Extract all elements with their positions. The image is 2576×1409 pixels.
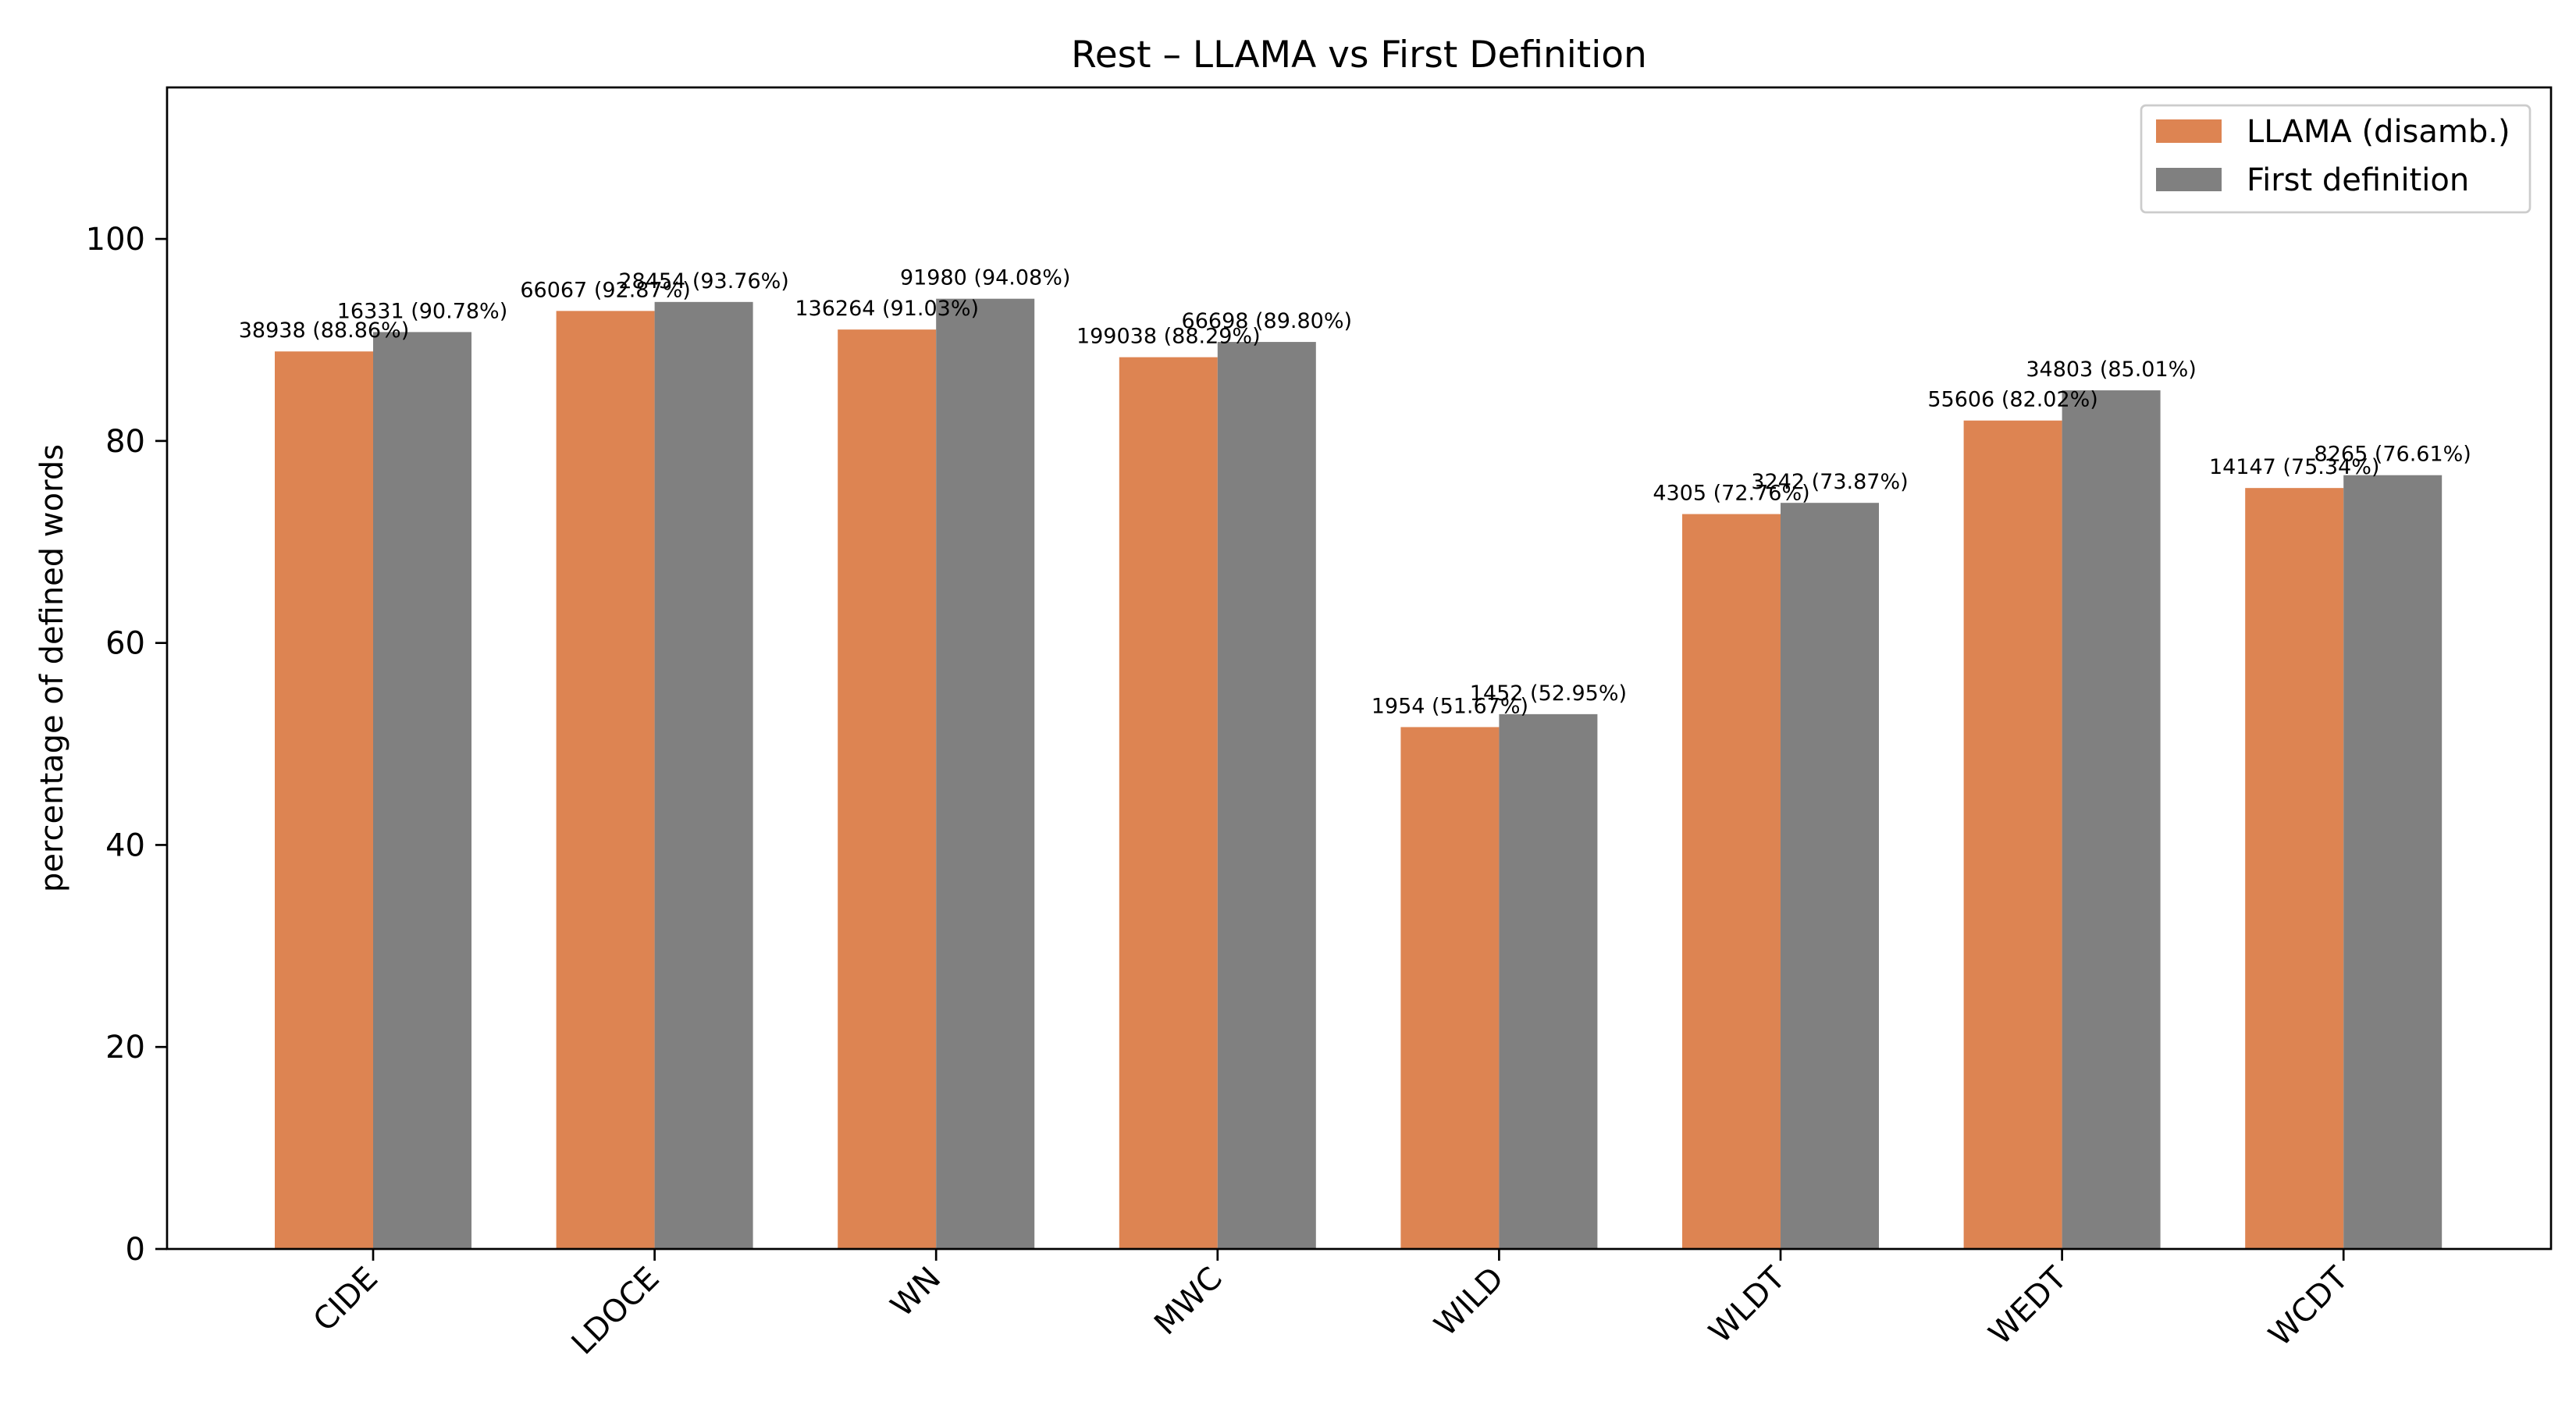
bar-value-label: 1954 (51.67%) [1372, 694, 1528, 718]
y-axis-label: percentage of defined words [34, 444, 70, 892]
bar-first-definition-wn [936, 298, 1035, 1249]
bar-llama-wedt [1963, 420, 2062, 1249]
bar-llama-cide [275, 351, 373, 1249]
bar-first-definition-mwc [1217, 342, 1316, 1249]
y-tick-label: 0 [126, 1232, 145, 1268]
bar-first-definition-wldt [1781, 503, 1879, 1249]
bar-value-label: 16331 (90.78%) [337, 299, 508, 323]
legend-swatch-first-definition [2156, 168, 2222, 191]
bar-value-label: 136264 (91.03%) [795, 297, 979, 321]
legend: LLAMA (disamb.) First definition [2140, 104, 2532, 214]
plot-frame [165, 86, 2553, 1251]
bar-llama-ldoce [556, 311, 655, 1249]
y-tick-label: 20 [105, 1030, 145, 1066]
bar-value-label: 28454 (93.76%) [618, 269, 789, 294]
bar-value-label: 55606 (82.02%) [1927, 388, 2098, 412]
bar-llama-mwc [1119, 357, 1218, 1249]
bars-layer [275, 298, 2443, 1249]
bar-first-definition-ldoce [654, 301, 753, 1249]
y-tick-label: 40 [105, 827, 145, 863]
bar-first-definition-wedt [2062, 390, 2161, 1249]
bar-llama-wild [1400, 727, 1500, 1249]
bar-value-label: 3242 (73.87%) [1751, 470, 1908, 494]
bar-first-definition-cide [373, 332, 471, 1249]
bar-value-label: 66698 (89.80%) [1182, 309, 1353, 333]
bar-value-label: 14147 (75.34%) [2209, 455, 2380, 479]
bar-value-label: 4305 (72.76%) [1653, 482, 1809, 506]
bar-value-label: 91980 (94.08%) [900, 266, 1071, 290]
bar-value-label: 1452 (52.95%) [1470, 681, 1627, 706]
bar-llama-wn [838, 329, 937, 1249]
chart-title: Rest – LLAMA vs First Definition [1071, 34, 1647, 76]
bar-llama-wcdt [2245, 488, 2344, 1249]
legend-frame [2140, 104, 2532, 214]
y-tick-label: 60 [105, 626, 145, 662]
y-tick-label: 80 [105, 424, 145, 460]
bar-value-label: 8265 (76.61%) [2314, 443, 2471, 467]
legend-swatch-llama [2156, 119, 2222, 143]
bar-first-definition-wild [1499, 713, 1598, 1249]
bar-llama-wldt [1682, 514, 1781, 1249]
bar-value-label: 66067 (92.87%) [520, 278, 691, 302]
bar-first-definition-wcdt [2343, 475, 2443, 1249]
bar-value-label: 34803 (85.01%) [2026, 358, 2197, 382]
legend-label-first-definition: First definition [2247, 162, 2469, 198]
legend-label-llama: LLAMA (disamb.) [2247, 114, 2510, 150]
bar-labels-layer: 38938 (88.86%)16331 (90.78%) 66067 (92.87… [239, 266, 2471, 719]
bar-value-label: 199038 (88.29%) [1076, 325, 1261, 349]
y-tick-label: 100 [86, 222, 145, 258]
bar-value-label: 38938 (88.86%) [239, 318, 410, 343]
